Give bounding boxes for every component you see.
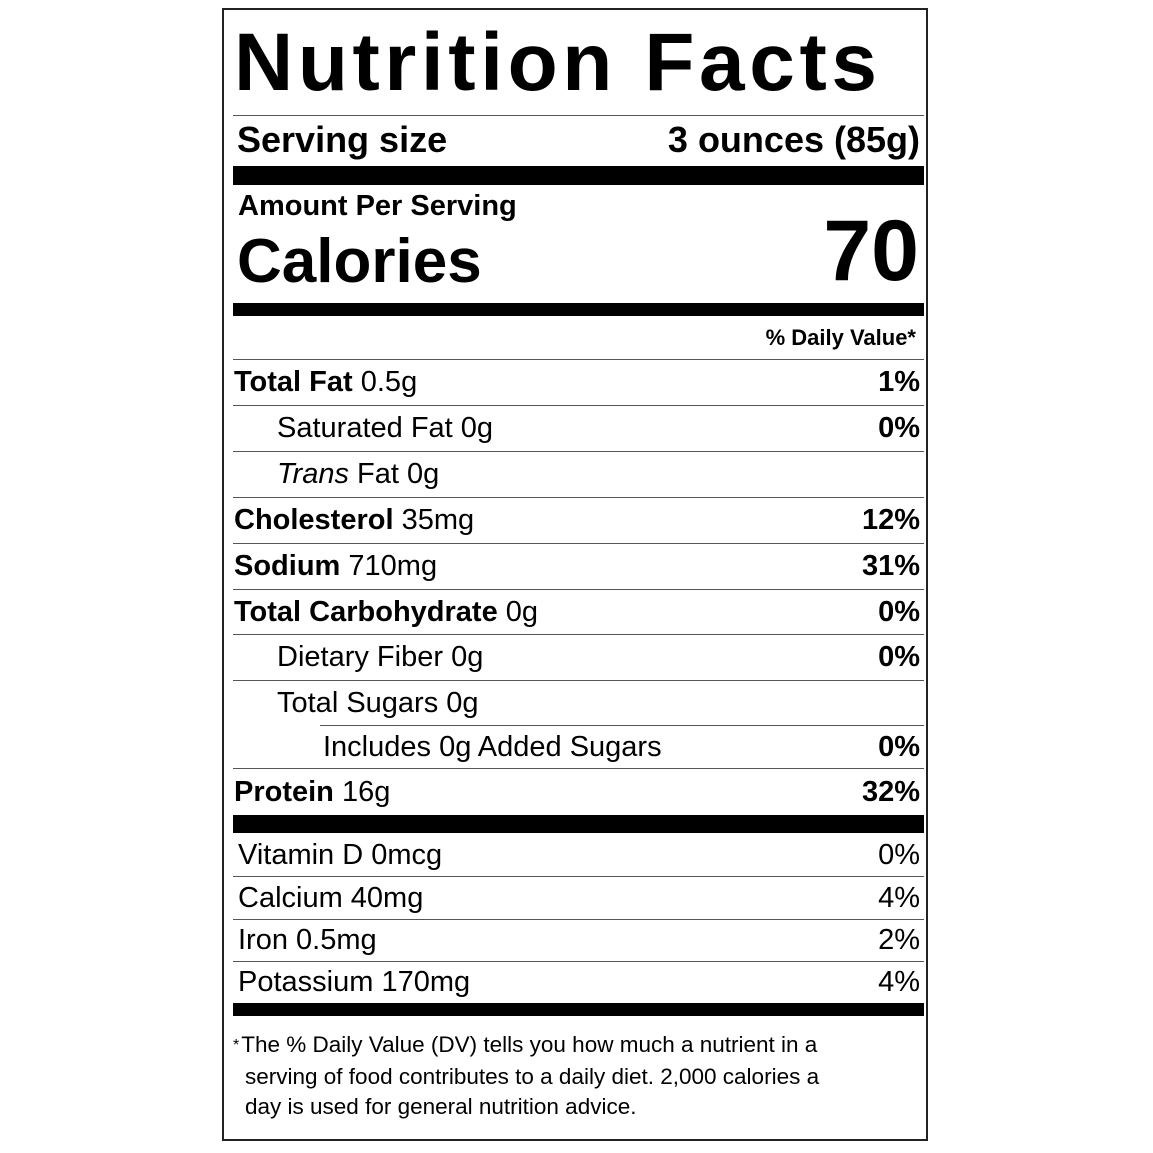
nutrient-amount: 0g bbox=[407, 458, 440, 490]
nutrient-row: Dietary Fiber 0g 0% bbox=[233, 635, 924, 680]
nutrient-row: Total Carbohydrate 0g 0% bbox=[233, 590, 924, 634]
nutrient-label: Total Fat 0.5g bbox=[233, 366, 417, 399]
label-title: Nutrition Facts bbox=[234, 17, 882, 108]
nutrient-label: Protein 16g bbox=[233, 776, 390, 809]
divider bbox=[233, 115, 924, 116]
nutrient-row: Total Sugars 0g bbox=[233, 681, 924, 725]
thick-divider bbox=[233, 166, 924, 185]
nutrient-row: Includes 0g Added Sugars 0% bbox=[233, 726, 924, 768]
thick-divider bbox=[233, 815, 924, 833]
nutrient-label: Dietary Fiber 0g bbox=[233, 641, 483, 674]
nutrient-name: Protein bbox=[234, 775, 334, 808]
vitamin-row: Potassium 170mg 4% bbox=[233, 961, 924, 1003]
nutrient-amount: 710mg bbox=[348, 550, 438, 582]
nutrient-name: Total Sugars bbox=[277, 686, 439, 719]
divider bbox=[233, 961, 924, 962]
nutrient-row: Protein 16g 32% bbox=[233, 769, 924, 815]
nutrient-label: Includes 0g Added Sugars bbox=[233, 731, 662, 764]
vitamin-label: Calcium 40mg bbox=[238, 881, 424, 914]
nutrient-name: Dietary Fiber bbox=[277, 641, 443, 673]
nutrient-label: Saturated Fat 0g bbox=[233, 412, 493, 445]
nutrient-row: Total Fat 0.5g 1% bbox=[233, 360, 924, 405]
thick-divider bbox=[233, 1003, 924, 1016]
nutrient-name: Cholesterol bbox=[234, 504, 394, 536]
nutrient-daily-value: 32% bbox=[861, 775, 920, 808]
daily-value-header: % Daily Value* bbox=[765, 325, 916, 350]
nutrient-label: Trans Fat 0g bbox=[233, 458, 439, 491]
vitamin-daily-value: 2% bbox=[878, 923, 920, 956]
footnote-line: serving of food contributes to a daily d… bbox=[245, 1063, 820, 1089]
nutrient-row: Trans Fat 0g bbox=[233, 452, 924, 497]
nutrient-label: Total Sugars 0g bbox=[233, 687, 479, 720]
nutrient-name: Saturated Fat bbox=[277, 412, 453, 444]
divider bbox=[233, 451, 924, 452]
vitamin-daily-value: 0% bbox=[878, 838, 920, 871]
vitamin-row: Calcium 40mg 4% bbox=[233, 877, 924, 919]
nutrient-name: Total Carbohydrate bbox=[234, 595, 498, 628]
divider bbox=[233, 768, 924, 769]
nutrient-daily-value: 31% bbox=[861, 550, 920, 582]
footnote: *The % Daily Value (DV) tells you how mu… bbox=[233, 1030, 819, 1123]
serving-size-label: Serving size bbox=[237, 119, 448, 160]
nutrient-amount: 0.5g bbox=[360, 366, 418, 398]
amount-per-serving: Amount Per Serving bbox=[238, 190, 517, 222]
vitamin-label: Potassium 170mg bbox=[238, 965, 471, 998]
nutrient-name: Sodium bbox=[234, 550, 341, 582]
divider bbox=[233, 543, 924, 544]
nutrient-daily-value: 0% bbox=[878, 641, 920, 673]
vitamin-daily-value: 4% bbox=[878, 881, 920, 914]
calories-label: Calories bbox=[237, 227, 482, 296]
nutrient-amount: 16g bbox=[341, 775, 391, 808]
vitamin-row: Iron 0.5mg 2% bbox=[233, 919, 924, 961]
nutrient-name: Total Fat bbox=[234, 366, 353, 398]
divider bbox=[233, 634, 924, 635]
divider bbox=[233, 589, 924, 590]
nutrient-amount: 0g bbox=[505, 595, 539, 628]
vitamin-daily-value: 4% bbox=[878, 965, 920, 998]
footnote-asterisk: * bbox=[233, 1037, 240, 1054]
divider bbox=[233, 680, 924, 681]
vitamin-label: Iron 0.5mg bbox=[238, 923, 377, 956]
divider bbox=[233, 405, 924, 406]
medium-divider bbox=[233, 303, 924, 316]
nutrient-label: Sodium 710mg bbox=[233, 550, 437, 583]
footnote-line: The % Daily Value (DV) tells you how muc… bbox=[241, 1032, 818, 1057]
serving-size-value: 3 ounces (85g) bbox=[667, 119, 920, 160]
nutrient-row: Saturated Fat 0g 0% bbox=[233, 406, 924, 451]
serving-size-row: Serving size 3 ounces (85g) bbox=[233, 117, 924, 163]
nutrient-label: Cholesterol 35mg bbox=[233, 504, 474, 537]
nutrient-amount: 0g bbox=[460, 412, 494, 444]
daily-value-header-row: % Daily Value* bbox=[233, 322, 924, 354]
nutrient-name: Includes 0g Added Sugars bbox=[323, 730, 662, 763]
nutrient-daily-value: 0% bbox=[878, 730, 920, 763]
divider bbox=[233, 919, 924, 920]
footnote-line: day is used for general nutrition advice… bbox=[245, 1094, 637, 1119]
nutrient-daily-value: 0% bbox=[878, 595, 920, 628]
vitamin-label: Vitamin D 0mcg bbox=[238, 838, 443, 871]
divider bbox=[233, 497, 924, 498]
label-border bbox=[222, 8, 928, 1141]
nutrient-label: Total Carbohydrate 0g bbox=[233, 596, 538, 629]
nutrient-name-suffix: Fat bbox=[357, 458, 399, 490]
calories-value: 70 bbox=[823, 203, 919, 299]
nutrient-daily-value: 1% bbox=[878, 366, 920, 398]
nutrient-amount: 0g bbox=[446, 686, 479, 719]
nutrient-name: Trans bbox=[277, 458, 349, 490]
divider bbox=[233, 876, 924, 877]
divider bbox=[320, 725, 924, 726]
nutrient-daily-value: 0% bbox=[878, 412, 920, 444]
nutrient-amount: 0g bbox=[451, 641, 484, 673]
divider bbox=[233, 359, 924, 360]
nutrient-row: Sodium 710mg 31% bbox=[233, 544, 924, 589]
nutrient-daily-value: 12% bbox=[861, 504, 920, 536]
nutrient-row: Cholesterol 35mg 12% bbox=[233, 498, 924, 543]
vitamin-row: Vitamin D 0mcg 0% bbox=[233, 834, 924, 876]
nutrient-amount: 35mg bbox=[401, 504, 475, 536]
